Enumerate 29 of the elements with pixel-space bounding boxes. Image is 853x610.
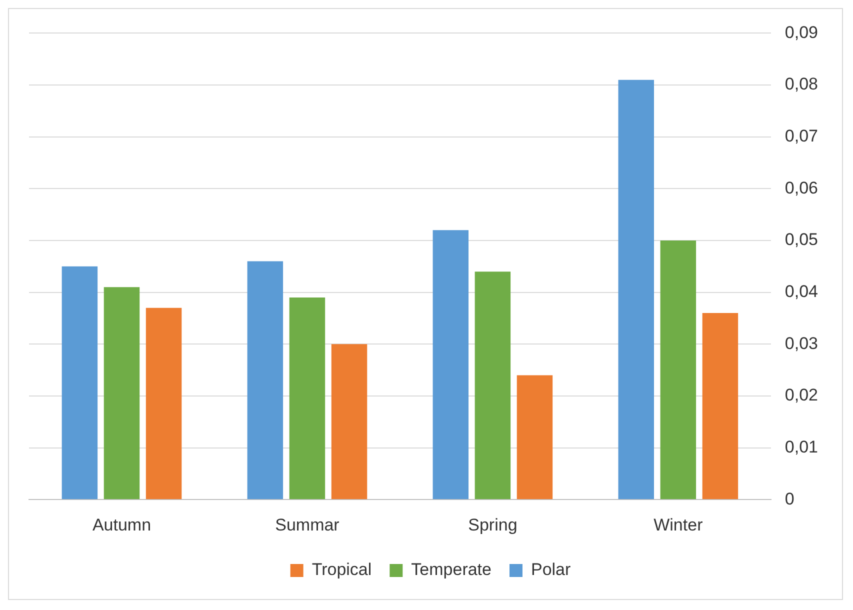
bar bbox=[104, 287, 140, 500]
bar bbox=[331, 344, 368, 500]
bar bbox=[247, 261, 284, 500]
bar bbox=[660, 240, 696, 500]
y-tick-label: 0 bbox=[784, 489, 794, 508]
x-tick-label: Winter bbox=[654, 515, 704, 534]
bar bbox=[146, 308, 182, 500]
y-tick-label: 0,07 bbox=[784, 126, 818, 146]
y-tick-label: 0,06 bbox=[784, 178, 818, 198]
bar bbox=[432, 230, 469, 500]
y-tick-label: 0,02 bbox=[784, 386, 818, 405]
y-tick-label: 0,04 bbox=[784, 282, 818, 301]
bar bbox=[474, 272, 511, 500]
y-tick-label: 0,01 bbox=[784, 437, 818, 456]
y-tick-label: 0,03 bbox=[784, 334, 818, 353]
x-tick-label: Autumn bbox=[92, 515, 152, 534]
legend-label: Temperate bbox=[411, 560, 492, 580]
y-tick-label: 0,08 bbox=[784, 74, 818, 94]
bar bbox=[62, 266, 98, 500]
x-tick-label: Spring bbox=[468, 515, 518, 534]
bar bbox=[618, 80, 654, 500]
x-tick-label: Summar bbox=[275, 515, 340, 534]
legend-label: Tropical bbox=[312, 560, 372, 580]
bar bbox=[702, 313, 738, 500]
legend-label: Polar bbox=[530, 560, 572, 580]
y-tick-label: 0,05 bbox=[784, 230, 818, 250]
bar bbox=[516, 375, 553, 500]
bar bbox=[289, 297, 326, 500]
y-tick-label: 0,09 bbox=[784, 22, 818, 42]
